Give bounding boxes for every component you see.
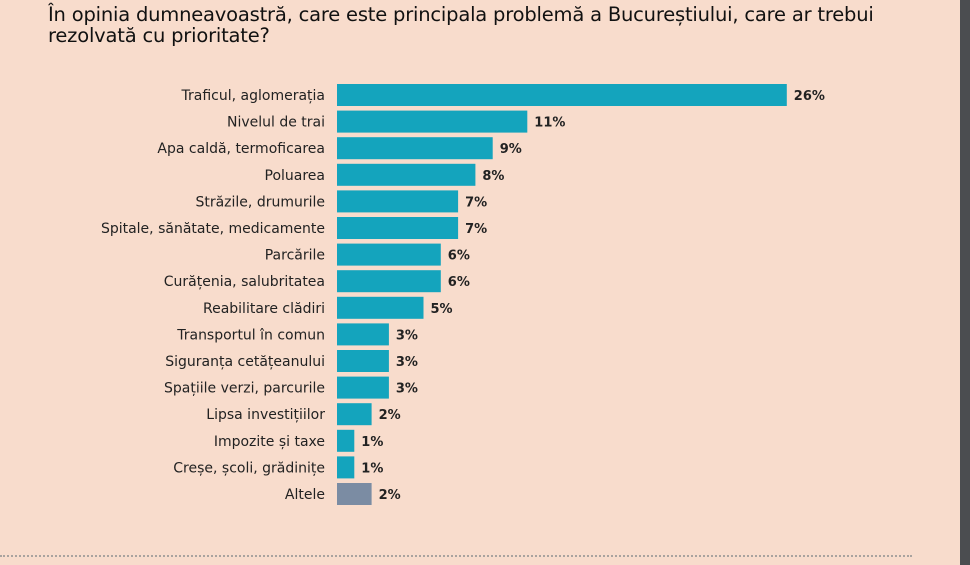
bar (337, 323, 389, 346)
category-label: Altele (285, 487, 325, 503)
chart-title: În opinia dumneavoastră, care este princ… (48, 3, 874, 47)
bar (337, 243, 441, 266)
category-label: Curățenia, salubritatea (164, 274, 325, 290)
value-label: 6% (448, 249, 470, 264)
value-label: 11% (534, 116, 565, 131)
bar (337, 350, 389, 372)
category-label: Creșe, școli, grădinițe (173, 460, 325, 476)
value-label: 7% (465, 222, 487, 237)
bar (337, 456, 355, 479)
bar (337, 84, 787, 106)
value-label: 8% (482, 169, 504, 184)
value-label: 3% (396, 382, 418, 397)
bar (337, 483, 372, 505)
category-label: Traficul, aglomerația (181, 88, 325, 104)
dotted-divider (0, 555, 912, 557)
category-label: Impozite și taxe (214, 434, 325, 450)
value-label: 9% (500, 142, 522, 157)
category-label: Nivelul de trai (227, 115, 325, 131)
value-label: 2% (379, 408, 401, 423)
bar (337, 110, 528, 133)
bar (337, 137, 493, 160)
category-label: Străzile, drumurile (195, 194, 325, 210)
category-label: Parcările (265, 248, 325, 264)
value-label: 7% (465, 195, 487, 210)
side-panel-edge (960, 0, 970, 565)
value-label: 3% (396, 328, 418, 343)
bar (337, 376, 389, 399)
value-label: 3% (396, 355, 418, 370)
bar (337, 163, 476, 186)
category-label: Reabilitare clădiri (203, 301, 325, 317)
value-label: 2% (379, 488, 401, 503)
value-label: 6% (448, 275, 470, 290)
value-label: 26% (794, 89, 825, 104)
category-label: Siguranța cetățeanului (165, 354, 325, 370)
value-label: 1% (361, 435, 383, 450)
value-label: 5% (431, 302, 453, 317)
category-label: Spațiile verzi, parcurile (164, 381, 325, 397)
bar (337, 217, 459, 239)
category-label: Poluarea (265, 168, 326, 184)
bar (337, 190, 459, 213)
category-label: Lipsa investițiilor (206, 407, 325, 423)
bar (337, 296, 424, 319)
category-label: Transportul în comun (176, 327, 325, 343)
bar (337, 429, 355, 452)
value-label: 1% (361, 461, 383, 476)
bar (337, 270, 441, 293)
bar (337, 403, 372, 426)
category-label: Spitale, sănătate, medicamente (101, 221, 325, 237)
category-label: Apa caldă, termoficarea (157, 141, 325, 157)
